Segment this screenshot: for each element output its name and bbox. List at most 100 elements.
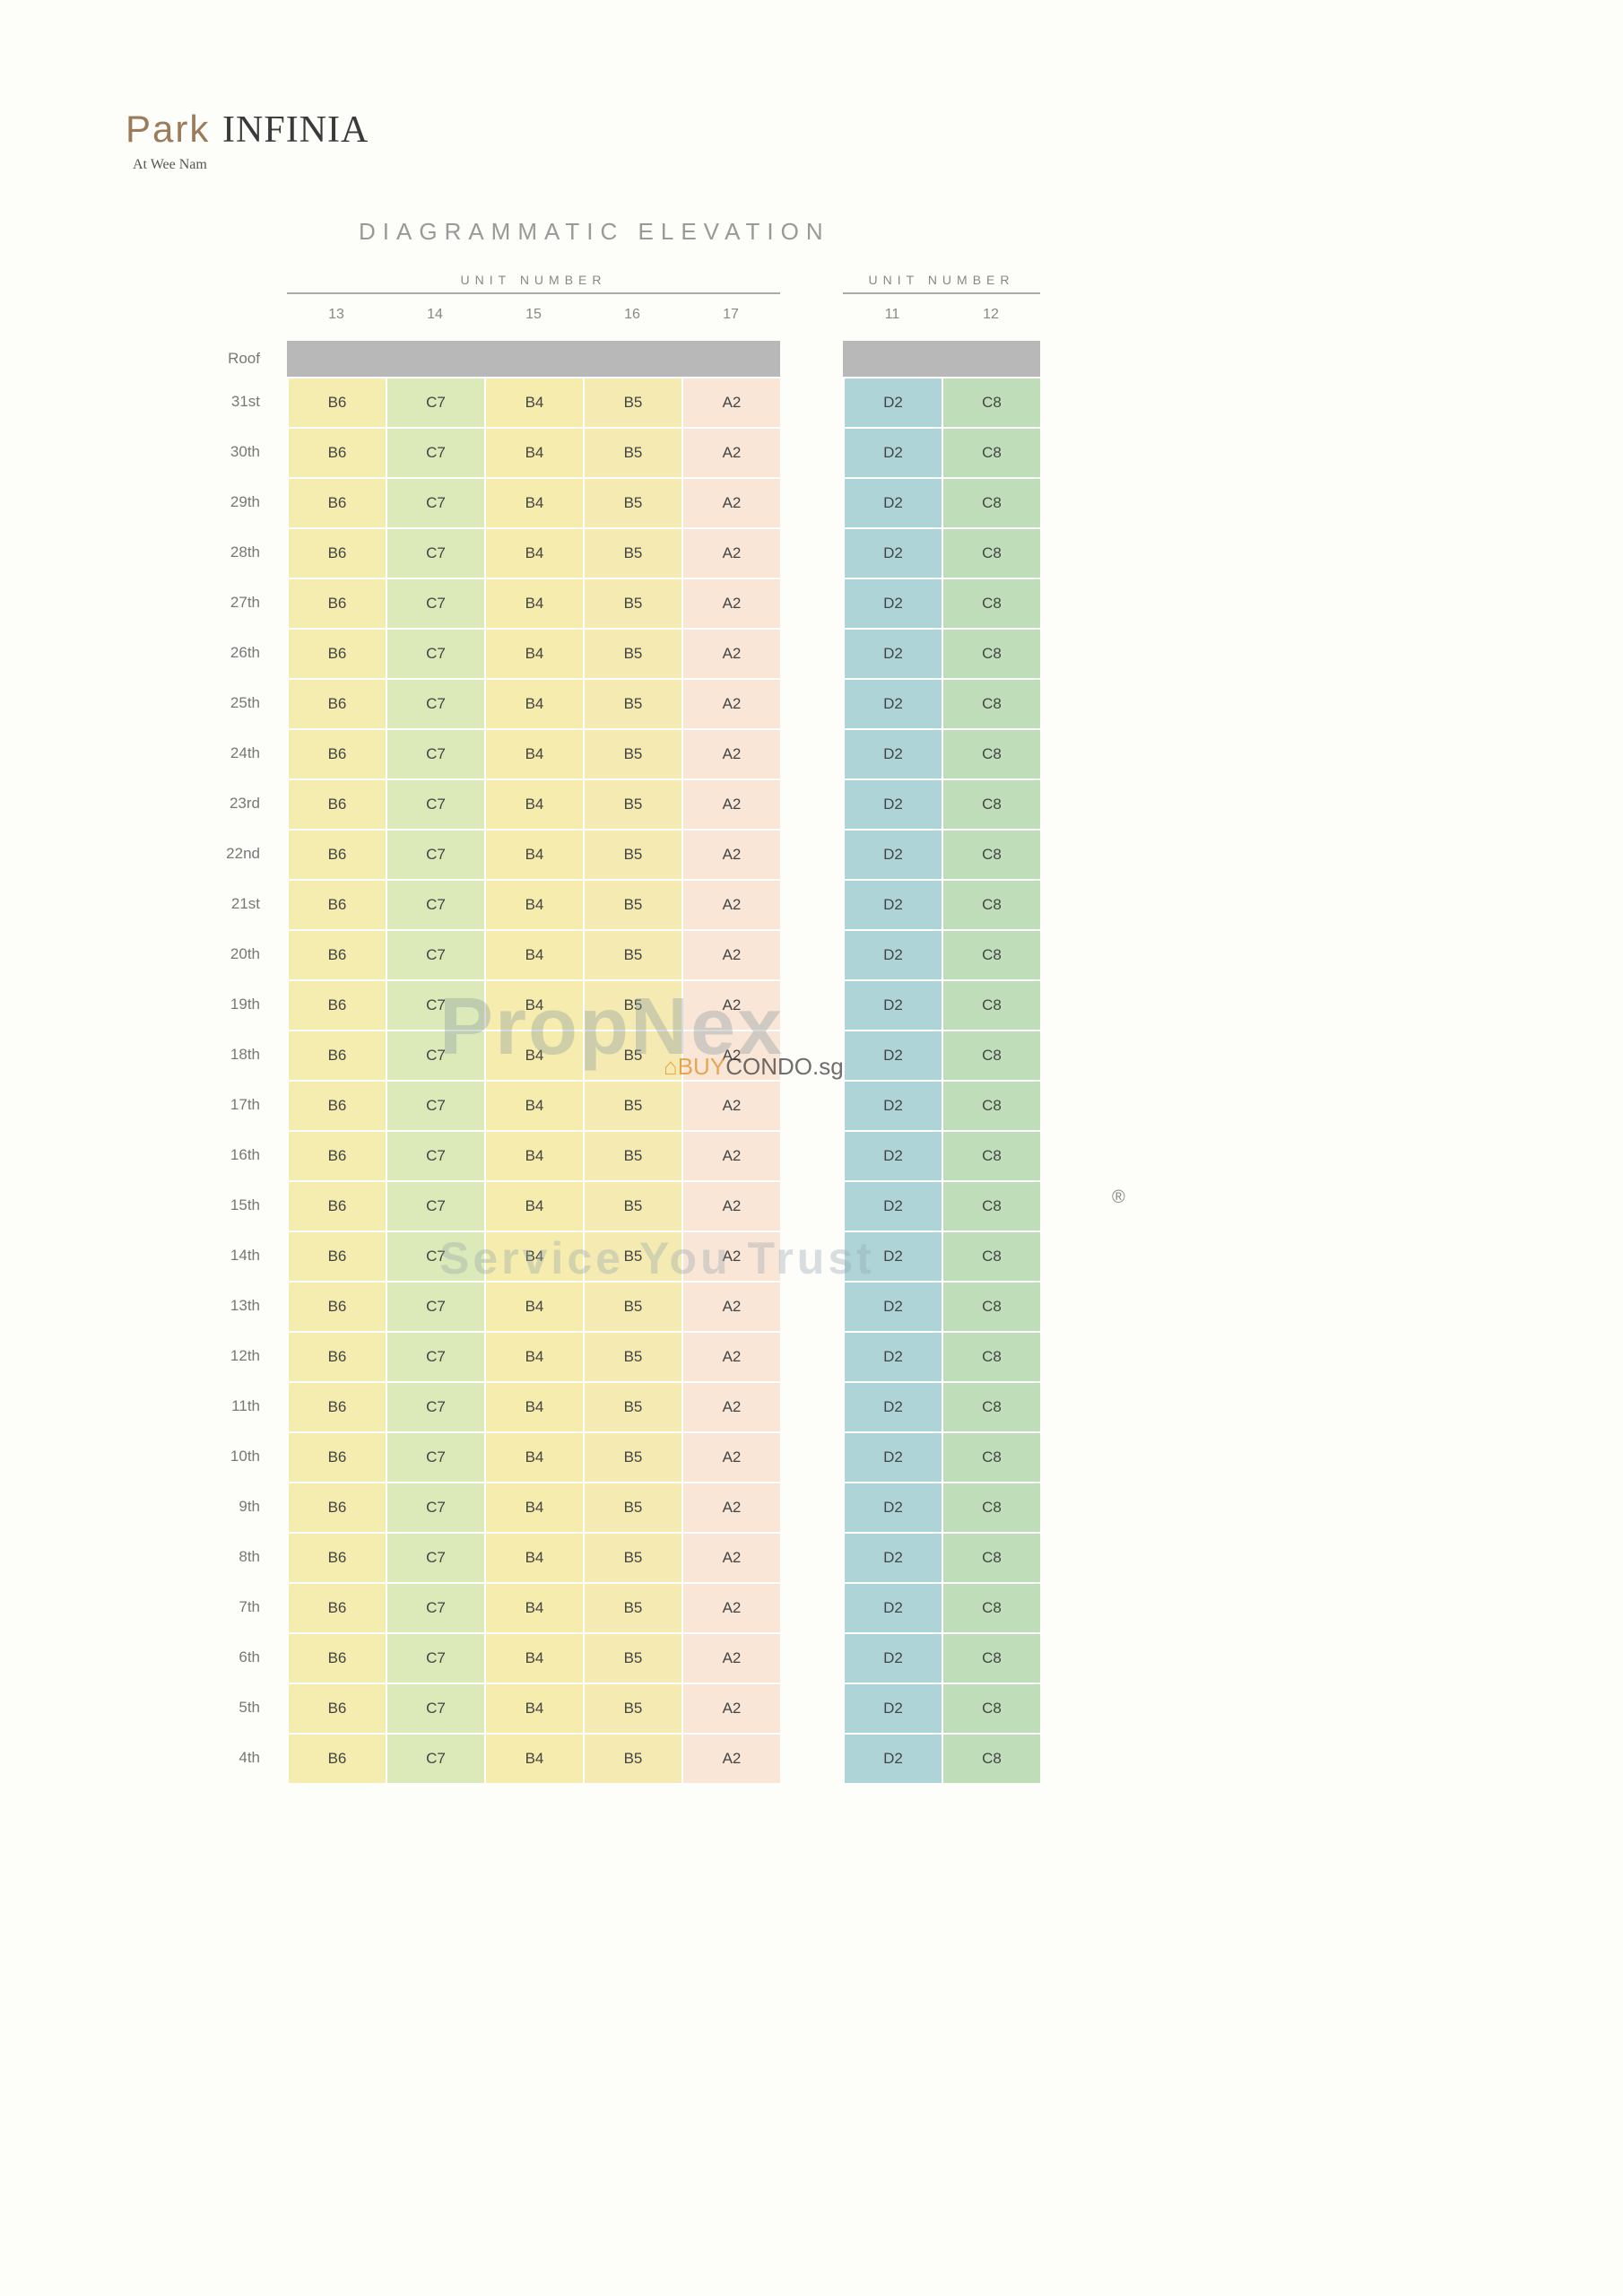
unit-cell: C7: [386, 728, 484, 778]
unit-cell: B6: [287, 477, 386, 527]
unit-cell: B4: [484, 1331, 583, 1381]
unit-cell: D2: [843, 1331, 942, 1381]
floor-label: 11th: [161, 1381, 287, 1431]
unit-cell: A2: [681, 578, 780, 628]
unit-cell: D2: [843, 1231, 942, 1281]
unit-cell: C7: [386, 1431, 484, 1482]
roof-bar-a: [287, 341, 780, 377]
unit-cell: B4: [484, 728, 583, 778]
unit-cell: B5: [583, 1532, 681, 1582]
unit-cell: C7: [386, 1482, 484, 1532]
col-num: 17: [681, 300, 780, 337]
unit-cell: B5: [583, 477, 681, 527]
unit-cell: D2: [843, 1632, 942, 1683]
unit-cell: C7: [386, 979, 484, 1030]
table-row: 20thB6C7B4B5A2D2C8: [161, 929, 1623, 979]
table-row: 26thB6C7B4B5A2D2C8: [161, 628, 1623, 678]
unit-cell: A2: [681, 1683, 780, 1733]
unit-cell: D2: [843, 728, 942, 778]
watermark-site: ⌂BUYCONDO.sg: [664, 1053, 844, 1081]
unit-cell: C7: [386, 1632, 484, 1683]
unit-cell: B6: [287, 1582, 386, 1632]
unit-cell: D2: [843, 1582, 942, 1632]
unit-cell: C8: [942, 477, 1040, 527]
floor-label: 8th: [161, 1532, 287, 1582]
unit-cell: A2: [681, 1331, 780, 1381]
unit-cell: C8: [942, 1431, 1040, 1482]
unit-cell: B4: [484, 578, 583, 628]
unit-cell: B4: [484, 1231, 583, 1281]
unit-cell: C8: [942, 829, 1040, 879]
unit-cell: A2: [681, 628, 780, 678]
unit-cell: D2: [843, 377, 942, 427]
unit-cell: A2: [681, 728, 780, 778]
unit-cell: B6: [287, 728, 386, 778]
table-row: 18thB6C7B4B5A2D2C8: [161, 1030, 1623, 1080]
unit-cell: C8: [942, 879, 1040, 929]
floor-label: 25th: [161, 678, 287, 728]
col-num: 14: [386, 300, 484, 337]
unit-cell: D2: [843, 1733, 942, 1783]
unit-cell: C7: [386, 1331, 484, 1381]
floor-label: 9th: [161, 1482, 287, 1532]
unit-cell: B5: [583, 979, 681, 1030]
unit-cell: C8: [942, 728, 1040, 778]
unit-cell: B6: [287, 1632, 386, 1683]
floor-label: 31st: [161, 377, 287, 427]
unit-cell: C8: [942, 1080, 1040, 1130]
table-row: 8thB6C7B4B5A2D2C8: [161, 1532, 1623, 1582]
unit-cell: C8: [942, 1331, 1040, 1381]
table-row: 4thB6C7B4B5A2D2C8: [161, 1733, 1623, 1783]
unit-cell: A2: [681, 427, 780, 477]
unit-cell: B5: [583, 1080, 681, 1130]
unit-cell: C8: [942, 778, 1040, 829]
unit-cell: D2: [843, 1532, 942, 1582]
col-num: 13: [287, 300, 386, 337]
unit-cell: C8: [942, 1281, 1040, 1331]
unit-cell: B6: [287, 377, 386, 427]
table-row: 30thB6C7B4B5A2D2C8: [161, 427, 1623, 477]
table-row: 22ndB6C7B4B5A2D2C8: [161, 829, 1623, 879]
unit-cell: C7: [386, 1381, 484, 1431]
unit-cell: A2: [681, 1130, 780, 1180]
floor-label: 15th: [161, 1180, 287, 1231]
unit-cell: B6: [287, 1030, 386, 1080]
unit-cell: B4: [484, 1683, 583, 1733]
unit-cell: B5: [583, 1683, 681, 1733]
unit-cell: B5: [583, 1582, 681, 1632]
unit-cell: C8: [942, 1582, 1040, 1632]
unit-cell: A2: [681, 678, 780, 728]
roof-row: Roof: [161, 341, 1623, 377]
unit-cell: B4: [484, 1080, 583, 1130]
unit-cell: B5: [583, 628, 681, 678]
floor-label: 7th: [161, 1582, 287, 1632]
floor-label: 26th: [161, 628, 287, 678]
unit-cell: C8: [942, 1683, 1040, 1733]
unit-cell: C7: [386, 1130, 484, 1180]
floor-label: 17th: [161, 1080, 287, 1130]
table-row: 5thB6C7B4B5A2D2C8: [161, 1683, 1623, 1733]
unit-cell: B5: [583, 1733, 681, 1783]
unit-cell: D2: [843, 778, 942, 829]
table-row: 19thB6C7B4B5A2D2C8: [161, 979, 1623, 1030]
table-row: 28thB6C7B4B5A2D2C8: [161, 527, 1623, 578]
unit-cell: C8: [942, 1381, 1040, 1431]
unit-cell: D2: [843, 979, 942, 1030]
unit-cell: C7: [386, 477, 484, 527]
unit-cell: B6: [287, 628, 386, 678]
unit-cell: D2: [843, 628, 942, 678]
watermark-registered: ®: [1112, 1187, 1125, 1208]
floor-label: 28th: [161, 527, 287, 578]
unit-cell: C7: [386, 1080, 484, 1130]
unit-cell: A2: [681, 1431, 780, 1482]
unit-cell: C7: [386, 427, 484, 477]
unit-cell: B4: [484, 1532, 583, 1582]
unit-cell: C7: [386, 1180, 484, 1231]
table-row: 29thB6C7B4B5A2D2C8: [161, 477, 1623, 527]
unit-cell: B6: [287, 879, 386, 929]
unit-cell: C8: [942, 678, 1040, 728]
unit-cell: C8: [942, 1632, 1040, 1683]
unit-cell: A2: [681, 778, 780, 829]
unit-cell: B4: [484, 1582, 583, 1632]
table-row: 21stB6C7B4B5A2D2C8: [161, 879, 1623, 929]
